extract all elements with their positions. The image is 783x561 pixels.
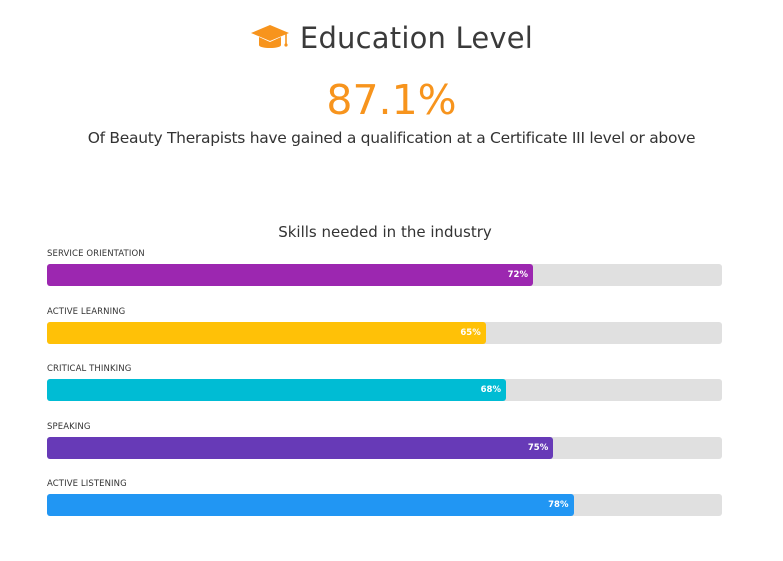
education-stat-value: 87.1% [326,76,457,124]
education-stat-description: Of Beauty Therapists have gained a quali… [87,129,696,147]
skill-bar-value-label: 68% [480,385,501,395]
skill-bar-value-label: 78% [548,500,569,510]
skill-label: CRITICAL THINKING [47,364,132,374]
skill-row: ACTIVE LEARNING 65% [47,307,722,365]
skill-label: ACTIVE LISTENING [47,479,127,489]
skill-row: ACTIVE LISTENING 78% [47,479,722,537]
chart-title: Skills needed in the industry [278,223,492,241]
skill-bar: 75% [47,436,554,459]
skill-bar-track: 78% [47,494,722,516]
title-row: Education Level [0,18,783,58]
skill-bar-track: 65% [47,321,722,344]
skill-bar: 68% [47,379,506,401]
skill-bar-track: 68% [47,379,722,401]
skills-bar-chart: SERVICE ORIENTATION 72% ACTIVE LEARNING 65%… [47,249,722,537]
skill-bar: 65% [47,321,486,344]
graduation-cap-icon [250,23,290,53]
header: Education Level [0,18,783,58]
skill-row: CRITICAL THINKING 68% [47,364,722,422]
skill-bar-value-label: 75% [527,442,549,453]
skill-bar: 78% [47,494,574,516]
skill-label: SPEAKING [47,421,91,432]
skill-bar-track: 75% [47,436,722,459]
skill-bar-value-label: 65% [460,327,481,338]
skill-bar-track: 72% [47,264,722,286]
skill-row: SERVICE ORIENTATION 72% [47,249,722,307]
skill-bar-value-label: 72% [507,270,528,280]
skill-row: SPEAKING 75% [47,422,722,480]
skill-label: ACTIVE LEARNING [47,306,126,317]
page-title: Education Level [299,21,534,55]
skill-label: SERVICE ORIENTATION [47,249,145,259]
skill-bar: 72% [47,264,533,286]
